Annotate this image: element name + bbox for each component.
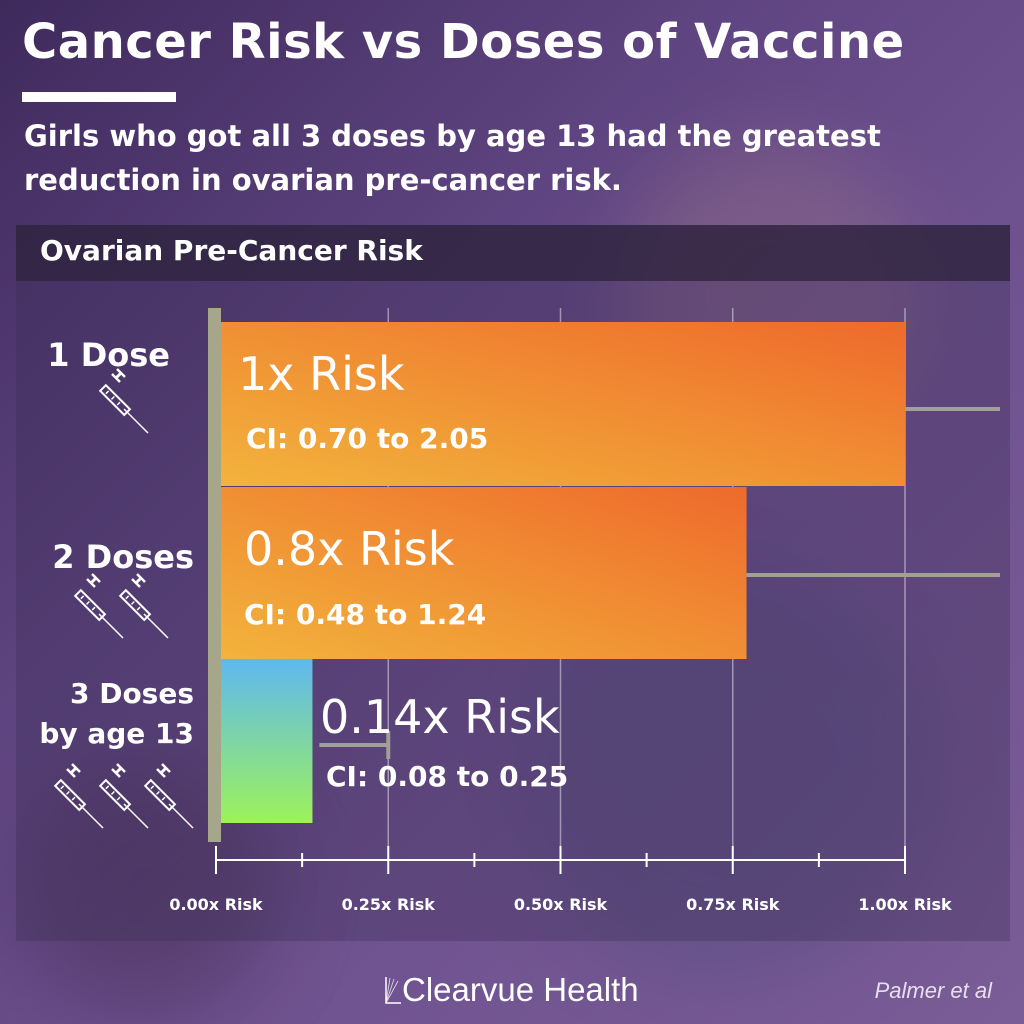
bar <box>216 322 905 486</box>
x-tick-label: 0.25x Risk <box>342 895 436 914</box>
syringe-icon <box>98 367 150 435</box>
syringe-icon <box>73 572 125 640</box>
bar-value-label: 0.14x Risk <box>320 690 560 744</box>
y-axis <box>208 308 221 842</box>
syringe-icon <box>98 762 150 830</box>
category-label: 1 Dose <box>47 336 170 374</box>
x-tick-label: 0.75x Risk <box>686 895 780 914</box>
ci-label: CI: 0.48 to 1.24 <box>244 598 486 631</box>
category-label: 3 Doses <box>70 677 194 710</box>
chart-header <box>16 225 1010 281</box>
x-tick-label: 0.50x Risk <box>514 895 608 914</box>
ci-label: CI: 0.08 to 0.25 <box>326 760 568 793</box>
chart-title: Ovarian Pre-Cancer Risk <box>40 234 423 267</box>
bar <box>216 487 747 659</box>
syringe-icon <box>143 762 195 830</box>
category-label: 2 Doses <box>52 538 194 576</box>
bar-value-label: 1x Risk <box>238 347 405 401</box>
brand-name: Clearvue Health <box>402 971 639 1008</box>
brand-logo: Clearvue Health <box>384 968 639 1012</box>
source-citation: Palmer et al <box>874 978 992 1003</box>
page-subtitle: Girls who got all 3 doses by age 13 had … <box>24 119 881 197</box>
x-tick-label: 1.00x Risk <box>858 895 952 914</box>
syringe-icon <box>118 572 170 640</box>
syringe-icon <box>53 762 105 830</box>
ci-label: CI: 0.70 to 2.05 <box>246 422 488 455</box>
title-underline <box>22 92 176 102</box>
x-tick-label: 0.00x Risk <box>169 895 263 914</box>
category-label: by age 13 <box>39 717 194 750</box>
bar <box>216 659 313 823</box>
bar-value-label: 0.8x Risk <box>244 522 455 576</box>
page-title: Cancer Risk vs Doses of Vaccine <box>22 14 905 70</box>
logo-icon <box>385 977 401 1004</box>
